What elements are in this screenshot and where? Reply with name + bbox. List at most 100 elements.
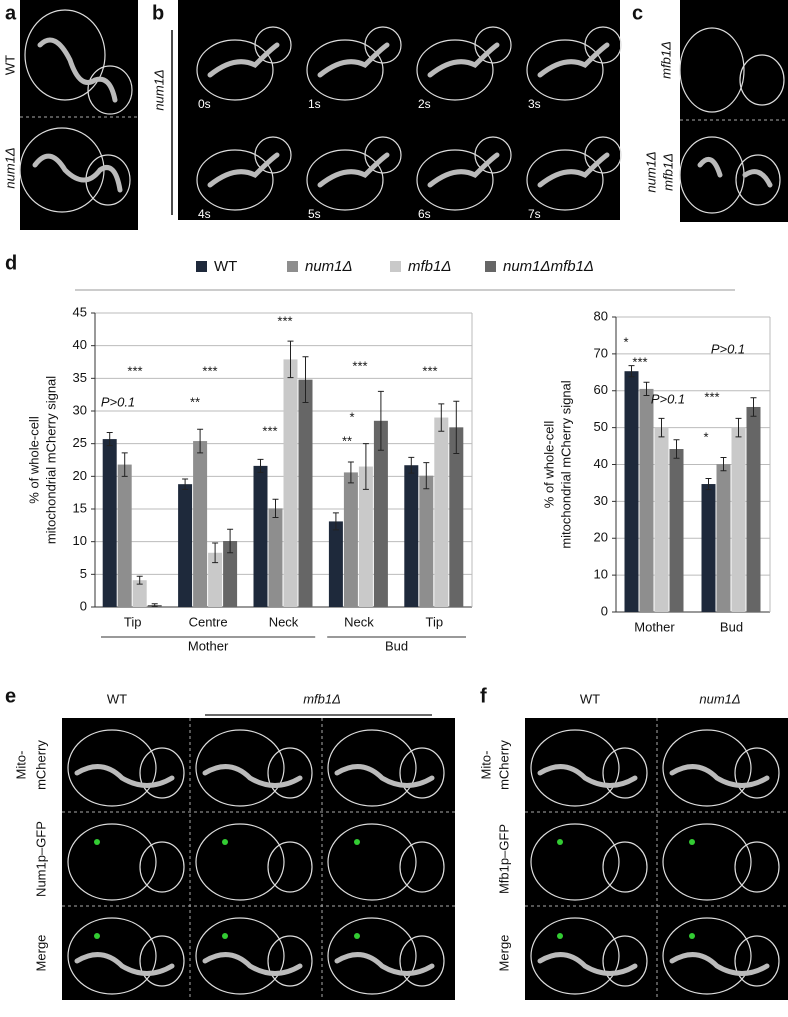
column-label: mfb1Δ: [303, 691, 341, 706]
row-label: mfb1Δ: [660, 153, 675, 191]
y-tick-label: 30: [594, 493, 608, 508]
y-axis-label: % of whole-cell: [26, 416, 41, 504]
gfp-spot: [689, 839, 695, 845]
mitochondria: [537, 152, 610, 188]
y-tick-label: 70: [594, 345, 608, 360]
strain-label: num1Δ: [151, 69, 166, 110]
significance: **: [190, 394, 200, 409]
bar: [434, 417, 449, 607]
bar: [178, 484, 193, 607]
row-label: mfb1Δ: [658, 41, 673, 79]
mitochondria: [74, 952, 175, 976]
y-tick-label: 5: [80, 566, 87, 581]
error-bar: [750, 397, 757, 417]
cell-outline: [530, 729, 620, 807]
error-bar: [121, 452, 128, 477]
y-tick-label: 60: [594, 382, 608, 397]
error-bar: [212, 542, 219, 564]
cell-outline: [196, 149, 274, 211]
mitochondria: [317, 42, 390, 78]
y-tick-label: 10: [594, 567, 608, 582]
error-bar: [272, 498, 279, 518]
bar: [117, 464, 132, 607]
x-tick-label: Centre: [189, 614, 228, 629]
time-label: 7s: [528, 207, 541, 221]
cell-outline: [734, 747, 780, 799]
mitochondria: [317, 152, 390, 188]
error-bar: [136, 575, 143, 585]
column-label: WT: [107, 691, 127, 706]
error-bar: [628, 365, 635, 378]
cell-outline: [416, 149, 494, 211]
y-tick-label: 50: [594, 419, 608, 434]
y-tick-label: 80: [594, 308, 608, 323]
cell-outline: [662, 917, 752, 995]
error-bar: [377, 390, 384, 451]
mitochondria: [334, 952, 435, 976]
cell-outline: [139, 841, 185, 893]
row-label: mCherry: [33, 740, 48, 790]
significance: ***: [202, 363, 217, 378]
cell-outline: [474, 136, 512, 174]
legend-swatch: [196, 261, 207, 272]
bar: [419, 475, 434, 607]
y-axis-label: mitochondrial mCherry signal: [558, 380, 573, 548]
bar: [639, 388, 654, 612]
significance: ***: [277, 313, 292, 328]
error-bar: [438, 403, 445, 432]
bar: [654, 427, 669, 612]
error-bar: [658, 417, 665, 438]
error-bar: [227, 528, 234, 554]
cell-outline: [306, 39, 384, 101]
cell-outline: [530, 823, 620, 901]
cell-outline: [306, 149, 384, 211]
error-bar: [643, 381, 650, 397]
row-label: num1Δ: [2, 147, 17, 188]
mitochondria: [427, 152, 500, 188]
error-bar: [705, 478, 712, 491]
bar: [701, 484, 716, 612]
bar: [716, 464, 731, 612]
error-bar: [257, 458, 264, 473]
micrograph-b: 0s 1s 2s 3s 4s 5s 6s 7s: [178, 0, 622, 221]
mitochondria: [537, 764, 638, 788]
y-tick-label: 45: [73, 304, 87, 319]
bar: [132, 580, 147, 607]
cell-outline: [139, 935, 185, 987]
row-label: mCherry: [496, 740, 511, 790]
panel-label: b: [152, 2, 164, 24]
gfp-spot: [222, 839, 228, 845]
gfp-spot: [689, 933, 695, 939]
bar: [669, 449, 684, 612]
cell-outline: [267, 747, 313, 799]
cell-outline: [584, 26, 622, 64]
micrograph-c: [679, 0, 788, 222]
mitochondria: [207, 42, 280, 78]
y-tick-label: 20: [594, 530, 608, 545]
error-bar: [673, 439, 680, 459]
legend-swatch: [390, 261, 401, 272]
y-tick-label: 10: [73, 533, 87, 548]
column-label: num1Δ: [699, 691, 740, 706]
y-tick-label: 40: [594, 456, 608, 471]
cell-outline: [195, 823, 285, 901]
micrograph-e: [62, 718, 455, 1000]
bar: [373, 420, 388, 607]
significance: P>0.1: [101, 394, 135, 409]
cell-outline: [364, 136, 402, 174]
gfp-spot: [557, 839, 563, 845]
error-bar: [302, 356, 309, 404]
panel-label: c: [632, 2, 643, 24]
mitochondria: [74, 764, 175, 788]
bar: [298, 379, 313, 607]
cell-outline: [399, 935, 445, 987]
x-tick-label: Tip: [426, 614, 444, 629]
cell-outline: [327, 823, 417, 901]
row-label: Num1p–GFP: [33, 821, 48, 897]
significance: *: [349, 409, 354, 424]
mitochondria: [334, 764, 435, 788]
time-label: 5s: [308, 207, 321, 221]
bar: [624, 371, 639, 612]
cell-outline: [602, 747, 648, 799]
gfp-spot: [222, 933, 228, 939]
